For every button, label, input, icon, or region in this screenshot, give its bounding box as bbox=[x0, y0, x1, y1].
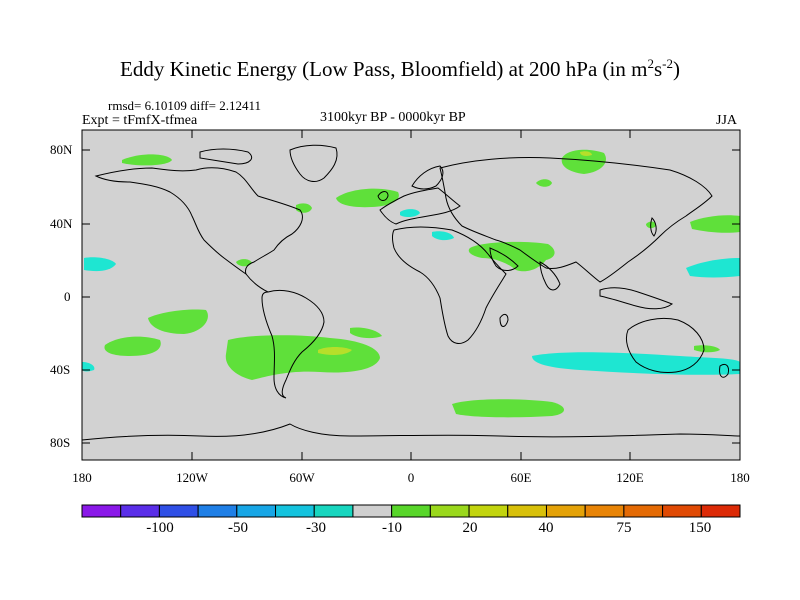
colorbar-swatch bbox=[507, 504, 547, 518]
lon-label-60w: 60W bbox=[289, 470, 315, 485]
coast-india bbox=[539, 261, 561, 291]
colorbar-label: 75 bbox=[616, 520, 632, 536]
lat-label-0: 0 bbox=[64, 289, 71, 304]
colorbar-swatch bbox=[584, 504, 625, 518]
colorbar-swatch bbox=[662, 504, 702, 518]
colorbar-swatch bbox=[545, 504, 586, 518]
lon-label-120w: 120W bbox=[176, 470, 208, 485]
patch-s-indian bbox=[532, 352, 740, 375]
patch-core-arctic bbox=[580, 151, 592, 156]
coast-north-america bbox=[94, 167, 303, 276]
colorbar-swatch bbox=[623, 504, 664, 518]
coastlines bbox=[81, 144, 741, 441]
colorbar-swatch bbox=[468, 504, 509, 518]
patch-arctic-siberia bbox=[561, 149, 606, 174]
patch-mediterranean bbox=[400, 209, 420, 218]
patch-core-sa bbox=[318, 347, 352, 355]
patch-n-russia bbox=[536, 179, 552, 187]
patch-s-america bbox=[225, 335, 380, 380]
coast-british-isles bbox=[377, 191, 389, 201]
colorbar-label: -50 bbox=[228, 520, 248, 536]
patch-w-pacific bbox=[686, 258, 740, 278]
colorbar-swatch bbox=[236, 504, 277, 518]
patch-s-pacific bbox=[148, 309, 208, 334]
plot-title: Eddy Kinetic Energy (Low Pass, Bloomfiel… bbox=[120, 56, 680, 81]
lon-label-120e: 120E bbox=[616, 470, 644, 485]
coast-europe bbox=[379, 187, 461, 225]
colorbar-swatch bbox=[275, 504, 315, 518]
colorbar-swatch bbox=[391, 504, 431, 518]
colorbar-label: 40 bbox=[538, 520, 554, 536]
patch-med-2 bbox=[432, 231, 454, 241]
anomaly-patches bbox=[82, 149, 740, 418]
patch-n-pacific-east bbox=[690, 215, 740, 233]
colorbar-label: -100 bbox=[146, 520, 174, 536]
patch-southern-ocean bbox=[452, 399, 564, 418]
lon-label-0: 0 bbox=[407, 470, 415, 485]
coast-africa bbox=[392, 226, 507, 344]
colorbar-swatch bbox=[429, 504, 470, 518]
colorbar-label: 150 bbox=[688, 520, 712, 536]
lon-label-180w: 180 bbox=[72, 470, 92, 485]
patch-n-pacific bbox=[122, 154, 172, 166]
lon-label-60e: 60E bbox=[510, 470, 532, 485]
lat-label-40s: 40S bbox=[50, 362, 71, 377]
coast-new-zealand bbox=[719, 363, 729, 378]
coast-antarctica bbox=[81, 423, 741, 441]
colorbar-swatch bbox=[700, 504, 741, 518]
colorbar-swatch bbox=[81, 504, 122, 518]
season-label: JJA bbox=[716, 113, 738, 128]
colorbar-swatch bbox=[158, 504, 199, 518]
colorbar-label: -30 bbox=[306, 520, 326, 536]
experiment-label: Expt = tFmfX-tfmea bbox=[82, 113, 198, 128]
patch-s-atlantic-small bbox=[350, 327, 382, 339]
coast-arabia bbox=[489, 247, 519, 271]
patch-aus-east bbox=[694, 345, 720, 353]
coast-canadian-arctic bbox=[199, 148, 253, 165]
patch-n-atlantic bbox=[336, 188, 399, 208]
patch-caribbean bbox=[236, 259, 252, 267]
colorbar bbox=[81, 504, 741, 518]
coast-central-america bbox=[245, 273, 269, 293]
lat-label-80n: 80N bbox=[50, 142, 73, 157]
stats-text: rmsd= 6.10109 diff= 2.12411 bbox=[108, 98, 261, 113]
map-background bbox=[82, 130, 740, 460]
coast-asia bbox=[439, 156, 713, 283]
coast-greenland bbox=[289, 144, 338, 182]
colorbar-swatch bbox=[313, 504, 354, 518]
lon-ticks bbox=[191, 130, 631, 460]
coast-japan bbox=[650, 217, 657, 237]
coast-se-asia-islands bbox=[599, 287, 674, 310]
lat-label-80s: 80S bbox=[50, 435, 71, 450]
patch-s-pacific-edge bbox=[82, 362, 95, 372]
colorbar-label: -10 bbox=[382, 520, 402, 536]
coast-madagascar bbox=[499, 313, 509, 327]
period-label: 3100kyr BP - 0000kyr BP bbox=[320, 110, 466, 125]
lat-ticks bbox=[82, 149, 740, 444]
colorbar-swatch bbox=[197, 504, 238, 518]
lon-label-180e: 180 bbox=[730, 470, 750, 485]
coast-australia bbox=[625, 317, 705, 373]
colorbar-label: 20 bbox=[462, 520, 478, 536]
coast-south-america bbox=[261, 289, 325, 399]
lat-label-40n: 40N bbox=[50, 216, 73, 231]
patch-s-pacific-2 bbox=[104, 336, 161, 356]
coast-scandinavia bbox=[411, 165, 444, 190]
patch-ne-pacific bbox=[84, 257, 116, 272]
colorbar-swatch bbox=[352, 504, 393, 518]
colorbar-swatch bbox=[120, 504, 160, 518]
